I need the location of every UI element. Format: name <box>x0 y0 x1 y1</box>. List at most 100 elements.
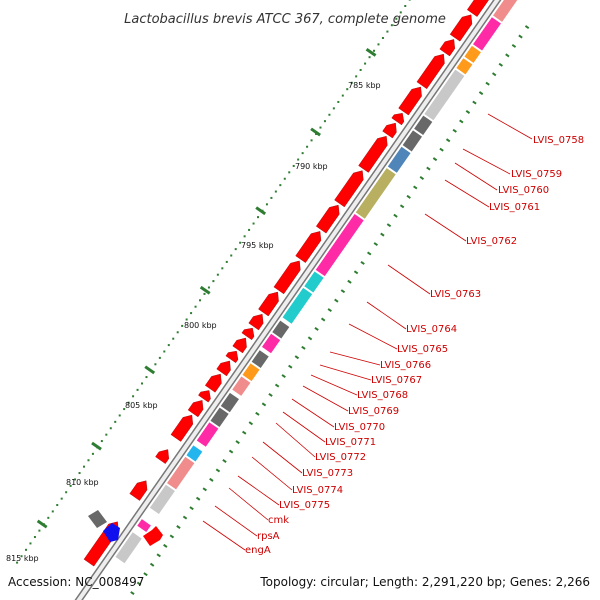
scale-minor-tick <box>234 248 237 251</box>
track-tick <box>222 459 227 463</box>
track-tick <box>485 81 490 86</box>
track-tick <box>380 232 385 237</box>
scale-minor-tick <box>47 516 50 519</box>
scale-minor-tick <box>87 459 90 462</box>
track-tick <box>445 138 451 143</box>
scale-major-tick <box>365 48 377 57</box>
gene-label-lvis-0761: LVIS_0761 <box>489 202 540 213</box>
gene-feature-outer-gray <box>88 510 107 528</box>
cds-forward-20 <box>198 390 211 403</box>
track-tick <box>472 100 477 105</box>
scale-minor-tick <box>279 184 282 187</box>
cds-forward-3 <box>439 39 455 57</box>
track-tick <box>386 223 392 228</box>
genome-title: Lactobacillus brevis ATCC 367, complete … <box>124 12 446 27</box>
track-tick <box>235 440 240 445</box>
scale-minor-tick <box>230 254 233 257</box>
scale-minor-tick <box>199 299 202 302</box>
scale-minor-tick <box>51 510 54 513</box>
gene-feature-10 <box>315 214 364 277</box>
gene-feature-14 <box>261 333 281 354</box>
scale-minor-tick <box>386 30 389 33</box>
cds-forward-10 <box>315 204 340 234</box>
scale-minor-tick <box>136 388 139 391</box>
gene-feature-outer-blue <box>103 523 120 542</box>
track-tick <box>334 298 339 303</box>
scale-minor-tick <box>306 145 309 148</box>
track-tick <box>478 91 484 96</box>
track-tick <box>314 326 319 331</box>
track-tick <box>399 204 405 209</box>
scale-minor-tick <box>297 158 300 161</box>
scale-labels: 785 kbp 790 kbp 795 kbp 800 kbp 805 kbp … <box>6 81 381 563</box>
scale-minor-tick <box>248 228 251 231</box>
scale-minor-tick <box>163 350 166 353</box>
scale-minor-tick <box>127 401 130 404</box>
track-tick <box>406 194 411 199</box>
scale-minor-tick <box>216 273 219 276</box>
cds-forward-15 <box>241 327 255 341</box>
scale-minor-tick <box>319 126 322 129</box>
track-tick <box>288 364 293 369</box>
cds-forward-4 <box>416 53 445 90</box>
scale-minor-tick <box>341 94 344 97</box>
track-tick <box>340 289 346 294</box>
scale-minor-tick <box>65 491 68 494</box>
scale-minor-tick <box>83 465 86 468</box>
scale-minor-tick <box>283 177 286 180</box>
track-tick <box>459 119 464 124</box>
label-leaders <box>202 113 533 551</box>
scale-minor-tick <box>364 62 367 65</box>
scale-minor-tick <box>270 196 273 199</box>
label-leader-line <box>291 398 335 428</box>
label-leader-line <box>282 411 326 443</box>
scale-minor-tick <box>243 235 246 238</box>
scale-minor-tick <box>123 408 126 411</box>
scale-minor-tick <box>225 260 228 263</box>
gene-label-cmk: cmk <box>268 515 289 526</box>
scale-minor-tick <box>69 484 72 487</box>
scale-minor-tick <box>310 139 313 142</box>
gene-feature-1 <box>493 0 518 22</box>
scale-minor-tick <box>118 414 121 417</box>
track-tick <box>274 383 280 388</box>
track-tick <box>347 279 352 284</box>
gene-label-lvis-0773: LVIS_0773 <box>302 468 353 479</box>
label-leader-line <box>319 364 372 381</box>
gene-label-lvis-0764: LVIS_0764 <box>406 324 457 335</box>
scale-label-805: 805 kbp <box>125 401 158 410</box>
cds-forward-2 <box>449 14 473 42</box>
scale-minor-tick <box>154 363 157 366</box>
gene-label-lvis-0774: LVIS_0774 <box>292 485 343 496</box>
track-tick <box>163 543 168 548</box>
scale-major-tick <box>255 206 267 216</box>
scale-minor-tick <box>395 17 398 20</box>
cds-forward-21 <box>187 400 204 418</box>
scale-minor-tick <box>292 164 295 167</box>
track-tick <box>432 157 438 162</box>
label-leader-line <box>462 148 511 175</box>
track-tick <box>465 110 471 114</box>
scale-minor-tick <box>390 24 393 27</box>
label-leader-line <box>310 374 358 396</box>
scale-minor-tick <box>167 344 170 347</box>
cds-forward-13 <box>258 291 279 317</box>
scale-label-785: 785 kbp <box>348 81 381 90</box>
track-tick <box>169 534 175 539</box>
track-tick <box>143 572 148 577</box>
track-tick <box>189 506 194 511</box>
scale-minor-tick <box>25 548 28 551</box>
scale-minor-tick <box>181 324 184 327</box>
gene-feature-20 <box>196 422 219 447</box>
gene-label-lvis-0767: LVIS_0767 <box>371 375 422 386</box>
cds-forward-7 <box>382 122 397 139</box>
gene-label-lvis-0765: LVIS_0765 <box>397 344 448 355</box>
track-tick <box>176 525 181 529</box>
gene-feature-19 <box>210 407 229 428</box>
scale-minor-tick <box>203 292 206 295</box>
cds-forward-5 <box>398 86 422 116</box>
scale-minor-tick <box>257 216 260 219</box>
scale-minor-tick <box>172 337 175 340</box>
gene-feature-12 <box>282 287 313 324</box>
